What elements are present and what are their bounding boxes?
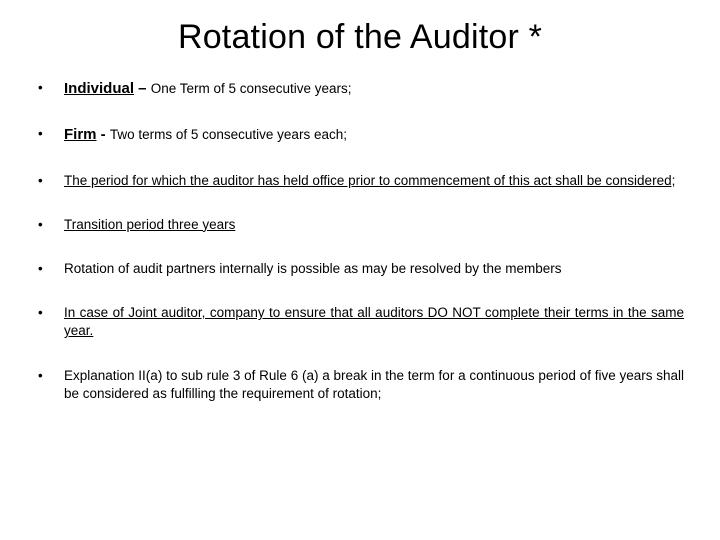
list-item: Rotation of audit partners internally is… bbox=[36, 260, 684, 278]
bullet-lead: Firm bbox=[64, 126, 97, 143]
bullet-lead: Individual bbox=[64, 80, 134, 97]
list-item: The period for which the auditor has hel… bbox=[36, 172, 684, 190]
bullet-list: Individual – One Term of 5 consecutive y… bbox=[36, 79, 684, 403]
bullet-connector: – bbox=[134, 80, 151, 97]
bullet-text: The period for which the auditor has hel… bbox=[64, 173, 675, 188]
slide: Rotation of the Auditor * Individual – O… bbox=[0, 0, 720, 540]
bullet-connector: - bbox=[97, 126, 110, 143]
bullet-text: Transition period three years bbox=[64, 217, 235, 232]
bullet-text: In case of Joint auditor, company to ens… bbox=[64, 305, 684, 338]
bullet-text: One Term of 5 consecutive years; bbox=[151, 81, 352, 96]
bullet-text: Rotation of audit partners internally is… bbox=[64, 261, 562, 276]
list-item: Explanation II(a) to sub rule 3 of Rule … bbox=[36, 367, 684, 403]
list-item: Individual – One Term of 5 consecutive y… bbox=[36, 79, 684, 99]
list-item: Transition period three years bbox=[36, 216, 684, 234]
bullet-text: Two terms of 5 consecutive years each; bbox=[110, 127, 347, 142]
bullet-text: Explanation II(a) to sub rule 3 of Rule … bbox=[64, 368, 684, 401]
list-item: In case of Joint auditor, company to ens… bbox=[36, 304, 684, 340]
slide-title: Rotation of the Auditor * bbox=[36, 18, 684, 57]
list-item: Firm - Two terms of 5 consecutive years … bbox=[36, 125, 684, 145]
